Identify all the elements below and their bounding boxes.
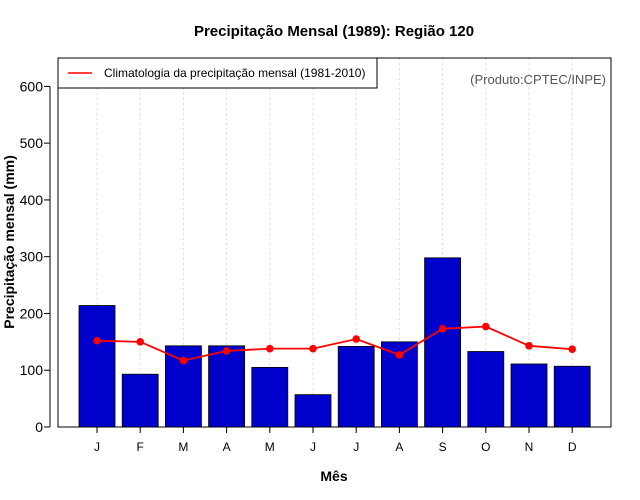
- y-tick-label-2: 200: [20, 305, 44, 321]
- x-tick-label-5: J: [310, 440, 316, 454]
- y-tick-label-3: 300: [20, 249, 44, 265]
- y-tick-label-6: 600: [20, 78, 44, 94]
- x-tick-label-9: O: [481, 440, 490, 454]
- grid-layer: [96, 58, 573, 427]
- climatology-point-4: [266, 344, 274, 353]
- legend: Climatologia da precipitação mensal (198…: [57, 57, 378, 89]
- bars-layer: [78, 257, 591, 428]
- bar-7: [380, 341, 418, 428]
- bar-3: [208, 345, 246, 428]
- bar-1: [121, 373, 159, 428]
- bar-0: [78, 305, 116, 428]
- bar-6: [337, 345, 375, 428]
- bar-11: [553, 365, 591, 428]
- legend-label: Climatologia da precipitação mensal (198…: [104, 66, 365, 80]
- climatology-point-11: [568, 345, 576, 354]
- climatology-point-1: [136, 338, 144, 346]
- x-tick-label-8: S: [439, 440, 447, 454]
- climatology-line: [96, 325, 573, 362]
- x-tick-label-2: M: [178, 440, 188, 454]
- x-tick-label-1: F: [137, 440, 144, 454]
- climatology-point-10: [525, 342, 533, 350]
- legend-box: [57, 57, 378, 89]
- x-tick-label-7: A: [395, 440, 403, 454]
- climatology-point-2: [179, 356, 188, 365]
- climatology-point-9: [482, 322, 490, 331]
- climatology-point-0: [93, 336, 101, 345]
- climatology-point-7: [395, 351, 404, 359]
- climatology-point-3: [222, 347, 231, 355]
- bar-10: [510, 363, 548, 428]
- x-tick-label-4: M: [265, 440, 275, 454]
- x-tick-label-0: J: [94, 440, 100, 454]
- y-tick-label-4: 400: [20, 192, 44, 208]
- chart-title: Precipitação Mensal (1989): Região 120: [194, 23, 474, 40]
- bar-8: [424, 257, 462, 428]
- bar-9: [467, 351, 505, 428]
- x-tick-label-10: N: [525, 440, 534, 454]
- bar-4: [251, 366, 289, 428]
- y-tick-label-1: 100: [20, 362, 44, 378]
- y-tick-label-5: 500: [20, 135, 44, 151]
- x-tick-label-6: J: [353, 440, 359, 454]
- source-note: (Produto:CPTEC/INPE): [470, 72, 606, 87]
- climatology-point-6: [352, 335, 361, 343]
- y-tick-label-0: 0: [35, 419, 43, 435]
- climatology-point-8: [438, 324, 447, 333]
- x-axis-label: Mês: [320, 468, 347, 484]
- y-axis-label: Precipitação mensal (mm): [1, 155, 17, 329]
- line-layer: [93, 322, 576, 365]
- y-axis: 0 100 200 300 400 500 600: [20, 78, 51, 435]
- climatology-point-5: [309, 344, 317, 353]
- bar-5: [294, 394, 332, 428]
- x-tick-label-11: D: [568, 440, 577, 454]
- x-tick-label-3: A: [223, 440, 231, 454]
